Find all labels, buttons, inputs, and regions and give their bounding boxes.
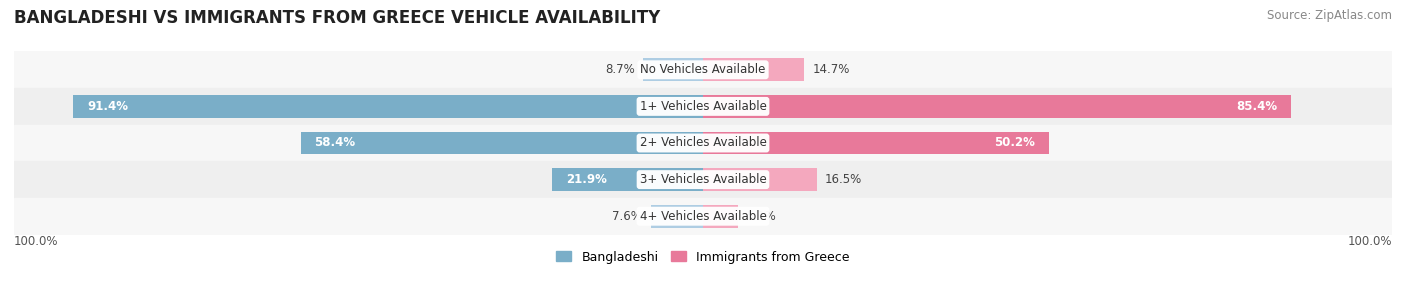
Text: 8.7%: 8.7% bbox=[605, 63, 634, 76]
Text: 21.9%: 21.9% bbox=[565, 173, 607, 186]
Bar bbox=[14, 51, 1392, 88]
Bar bbox=[73, 95, 703, 118]
Bar bbox=[301, 132, 703, 154]
Legend: Bangladeshi, Immigrants from Greece: Bangladeshi, Immigrants from Greece bbox=[551, 246, 855, 269]
Bar bbox=[14, 161, 1392, 198]
Text: 4+ Vehicles Available: 4+ Vehicles Available bbox=[640, 210, 766, 223]
Bar bbox=[553, 168, 703, 191]
Bar bbox=[703, 58, 804, 81]
Text: 2+ Vehicles Available: 2+ Vehicles Available bbox=[640, 136, 766, 150]
Bar bbox=[703, 168, 817, 191]
Text: 3+ Vehicles Available: 3+ Vehicles Available bbox=[640, 173, 766, 186]
Bar bbox=[643, 58, 703, 81]
Text: 85.4%: 85.4% bbox=[1236, 100, 1278, 113]
Text: 7.6%: 7.6% bbox=[613, 210, 643, 223]
Text: 16.5%: 16.5% bbox=[825, 173, 862, 186]
Text: No Vehicles Available: No Vehicles Available bbox=[640, 63, 766, 76]
Bar bbox=[14, 198, 1392, 235]
Text: 14.7%: 14.7% bbox=[813, 63, 849, 76]
Text: 100.0%: 100.0% bbox=[14, 235, 59, 247]
Bar bbox=[14, 125, 1392, 161]
Bar bbox=[703, 205, 738, 228]
Bar bbox=[651, 205, 703, 228]
Bar bbox=[703, 95, 1291, 118]
Bar bbox=[703, 132, 1049, 154]
Text: 100.0%: 100.0% bbox=[1347, 235, 1392, 247]
Bar bbox=[14, 88, 1392, 125]
Text: BANGLADESHI VS IMMIGRANTS FROM GREECE VEHICLE AVAILABILITY: BANGLADESHI VS IMMIGRANTS FROM GREECE VE… bbox=[14, 9, 661, 27]
Text: Source: ZipAtlas.com: Source: ZipAtlas.com bbox=[1267, 9, 1392, 21]
Text: 58.4%: 58.4% bbox=[315, 136, 356, 150]
Text: 5.1%: 5.1% bbox=[747, 210, 776, 223]
Text: 1+ Vehicles Available: 1+ Vehicles Available bbox=[640, 100, 766, 113]
Text: 91.4%: 91.4% bbox=[87, 100, 128, 113]
Text: 50.2%: 50.2% bbox=[994, 136, 1035, 150]
